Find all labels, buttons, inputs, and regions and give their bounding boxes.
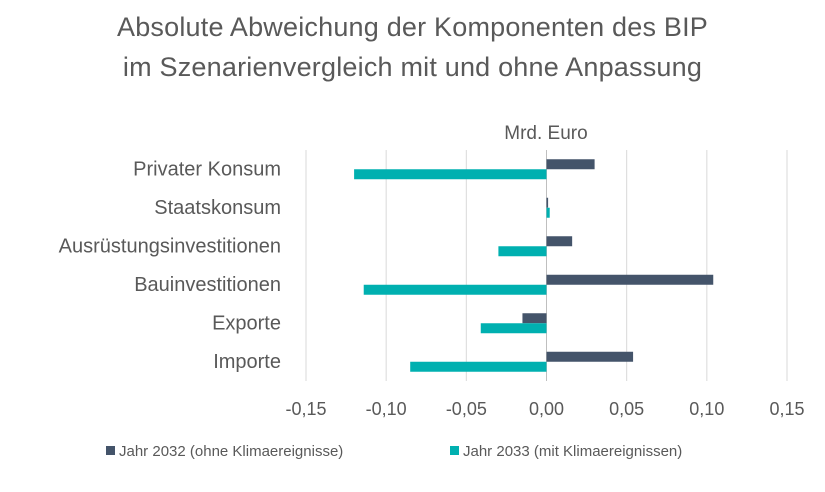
bar-2032	[546, 274, 714, 285]
gridlines	[305, 150, 788, 381]
legend-swatch	[106, 446, 115, 455]
bar-2033	[498, 246, 547, 257]
bar-2033	[363, 284, 547, 295]
x-tick-label: -0,10	[366, 399, 407, 419]
bars	[354, 159, 714, 372]
chart-title-line-1: Absolute Abweichung der Komponenten des …	[117, 12, 708, 42]
bar-2033	[546, 207, 550, 218]
bar-2032	[546, 159, 595, 170]
category-label: Ausrüstungsinvestitionen	[59, 235, 281, 257]
category-labels: Privater Konsum Staatskonsum Ausrüstungsin…	[59, 158, 281, 373]
bar-2032	[546, 351, 634, 362]
axis-label: Mrd. Euro	[504, 123, 587, 144]
x-tick-label: -0,15	[285, 399, 326, 419]
category-label: Importe	[213, 351, 281, 373]
legend-swatch	[450, 446, 459, 455]
bar-2033	[354, 169, 547, 180]
category-label: Exporte	[212, 312, 281, 334]
bar-2033	[480, 323, 547, 334]
x-tick-labels: -0,15 -0,10 -0,05 0,00 0,05 0,10 0,15	[285, 399, 804, 419]
legend-label: Jahr 2033 (mit Klimaereignissen)	[463, 443, 682, 460]
x-tick-label: 0,05	[609, 399, 644, 419]
category-label: Staatskonsum	[154, 197, 281, 219]
x-tick-label: 0,15	[769, 399, 804, 419]
category-label: Bauinvestitionen	[134, 274, 281, 296]
category-label: Privater Konsum	[133, 158, 281, 180]
bar-2032	[546, 236, 573, 247]
legend-label: Jahr 2032 (ohne Klimaereignisse)	[119, 443, 343, 460]
bar-2033	[410, 361, 547, 372]
x-tick-label: 0,00	[529, 399, 564, 419]
bar-2032	[522, 313, 547, 324]
bar-2032	[546, 197, 549, 208]
legend: Jahr 2032 (ohne Klimaereignisse) Jahr 203…	[106, 443, 682, 460]
chart-title-line-2: im Szenarienvergleich mit und ohne Anpas…	[122, 52, 703, 82]
x-tick-label: 0,10	[689, 399, 724, 419]
x-tick-label: -0,05	[446, 399, 487, 419]
